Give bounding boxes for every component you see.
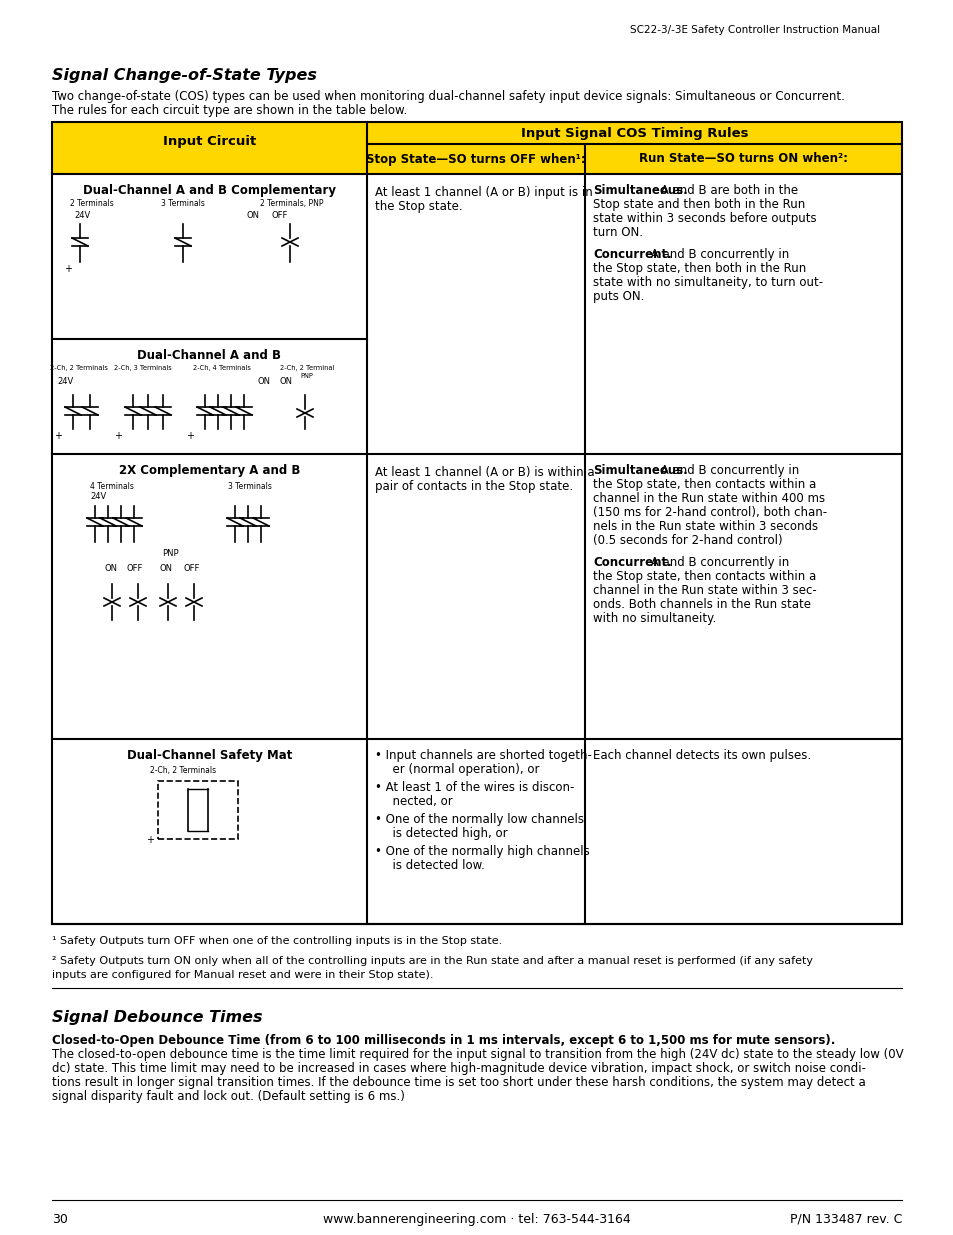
Bar: [52, 122, 901, 174]
Text: the Stop state, then contacts within a: the Stop state, then contacts within a: [593, 478, 816, 492]
Text: +: +: [64, 264, 71, 274]
Text: A and B concurrently in: A and B concurrently in: [646, 556, 788, 569]
Text: At least 1 channel (A or B) is within a: At least 1 channel (A or B) is within a: [375, 466, 594, 479]
Text: At least 1 channel (A or B) input is in: At least 1 channel (A or B) input is in: [375, 186, 592, 199]
Text: PNP: PNP: [300, 373, 314, 379]
Text: Simultaneous.: Simultaneous.: [593, 184, 687, 198]
Text: SC22-3/-3E Safety Controller Instruction Manual: SC22-3/-3E Safety Controller Instruction…: [629, 25, 880, 35]
Text: 24V: 24V: [57, 377, 73, 387]
Text: P/N 133487 rev. C: P/N 133487 rev. C: [789, 1213, 901, 1226]
Text: OFF: OFF: [184, 564, 200, 573]
Text: Each channel detects its own pulses.: Each channel detects its own pulses.: [593, 748, 810, 762]
Text: 2 Terminals, PNP: 2 Terminals, PNP: [260, 199, 323, 207]
Text: nels in the Run state within 3 seconds: nels in the Run state within 3 seconds: [593, 520, 818, 534]
Text: er (normal operation), or: er (normal operation), or: [385, 763, 539, 776]
Text: onds. Both channels in the Run state: onds. Both channels in the Run state: [593, 598, 810, 611]
Text: is detected high, or: is detected high, or: [385, 827, 507, 840]
Text: inputs are configured for Manual reset and were in their Stop state).: inputs are configured for Manual reset a…: [52, 969, 433, 981]
Text: 2X Complementary A and B: 2X Complementary A and B: [119, 464, 300, 477]
Text: 2-Ch, 2 Terminal: 2-Ch, 2 Terminal: [279, 366, 334, 370]
Text: OFF: OFF: [127, 564, 143, 573]
Text: state with no simultaneity, to turn out-: state with no simultaneity, to turn out-: [593, 275, 822, 289]
Text: A and B concurrently in: A and B concurrently in: [646, 248, 788, 261]
Text: dc) state. This time limit may need to be increased in cases where high-magnitud: dc) state. This time limit may need to b…: [52, 1062, 865, 1074]
Text: Simultaneous.: Simultaneous.: [593, 464, 687, 477]
Text: Two change-of-state (COS) types can be used when monitoring dual-channel safety : Two change-of-state (COS) types can be u…: [52, 90, 844, 103]
Text: ON: ON: [257, 377, 271, 387]
Text: 2-Ch, 2 Terminals: 2-Ch, 2 Terminals: [150, 766, 215, 776]
Text: puts ON.: puts ON.: [593, 290, 643, 303]
Text: 3 Terminals: 3 Terminals: [228, 482, 272, 492]
Text: Dual-Channel Safety Mat: Dual-Channel Safety Mat: [127, 748, 292, 762]
Text: (150 ms for 2-hand control), both chan-: (150 ms for 2-hand control), both chan-: [593, 506, 826, 519]
Text: Dual-Channel A and B Complementary: Dual-Channel A and B Complementary: [83, 184, 335, 198]
Text: • One of the normally low channels: • One of the normally low channels: [375, 813, 583, 826]
Text: 2 Terminals: 2 Terminals: [71, 199, 113, 207]
Text: The closed-to-open debounce time is the time limit required for the input signal: The closed-to-open debounce time is the …: [52, 1049, 902, 1061]
Text: tions result in longer signal transition times. If the debounce time is set too : tions result in longer signal transition…: [52, 1076, 864, 1089]
Text: Run State—SO turns ON when²:: Run State—SO turns ON when²:: [639, 152, 847, 165]
Text: signal disparity fault and lock out. (Default setting is 6 ms.): signal disparity fault and lock out. (De…: [52, 1091, 404, 1103]
Text: (0.5 seconds for 2-hand control): (0.5 seconds for 2-hand control): [593, 534, 781, 547]
Bar: [52, 174, 901, 924]
Text: pair of contacts in the Stop state.: pair of contacts in the Stop state.: [375, 480, 573, 493]
Text: Concurrent.: Concurrent.: [593, 556, 671, 569]
Text: OFF: OFF: [272, 211, 288, 220]
Text: ON: ON: [280, 377, 293, 387]
Text: Input Signal COS Timing Rules: Input Signal COS Timing Rules: [520, 126, 747, 140]
Text: Stop state and then both in the Run: Stop state and then both in the Run: [593, 198, 804, 211]
Text: www.bannerengineering.com · tel: 763-544-3164: www.bannerengineering.com · tel: 763-544…: [323, 1213, 630, 1226]
Text: Signal Debounce Times: Signal Debounce Times: [52, 1010, 262, 1025]
Text: turn ON.: turn ON.: [593, 226, 642, 240]
Text: nected, or: nected, or: [385, 795, 453, 808]
Text: the Stop state, then contacts within a: the Stop state, then contacts within a: [593, 571, 816, 583]
Text: +: +: [146, 835, 153, 845]
Bar: [52, 122, 901, 924]
Text: the Stop state, then both in the Run: the Stop state, then both in the Run: [593, 262, 805, 275]
Text: 2-Ch, 4 Terminals: 2-Ch, 4 Terminals: [193, 366, 251, 370]
Text: ON: ON: [160, 564, 172, 573]
Text: • Input channels are shorted togeth-: • Input channels are shorted togeth-: [375, 748, 591, 762]
Text: 3 Terminals: 3 Terminals: [161, 199, 205, 207]
Text: with no simultaneity.: with no simultaneity.: [593, 613, 716, 625]
Text: channel in the Run state within 3 sec-: channel in the Run state within 3 sec-: [593, 584, 816, 597]
Text: Signal Change-of-State Types: Signal Change-of-State Types: [52, 68, 316, 83]
Text: +: +: [186, 431, 193, 441]
Text: 24V: 24V: [90, 492, 106, 501]
Text: ¹ Safety Outputs turn OFF when one of the controlling inputs is in the Stop stat: ¹ Safety Outputs turn OFF when one of th…: [52, 936, 501, 946]
Text: 24V: 24V: [74, 211, 91, 220]
Text: • One of the normally high channels: • One of the normally high channels: [375, 845, 589, 858]
Text: 4 Terminals: 4 Terminals: [90, 482, 133, 492]
Text: PNP: PNP: [161, 550, 178, 558]
Text: ON: ON: [247, 211, 260, 220]
Text: 30: 30: [52, 1213, 68, 1226]
Bar: [158, 781, 237, 839]
Text: • At least 1 of the wires is discon-: • At least 1 of the wires is discon-: [375, 781, 574, 794]
Text: ² Safety Outputs turn ON only when all of the controlling inputs are in the Run : ² Safety Outputs turn ON only when all o…: [52, 956, 812, 966]
Text: ON: ON: [105, 564, 118, 573]
Text: The rules for each circuit type are shown in the table below.: The rules for each circuit type are show…: [52, 104, 407, 117]
Text: Concurrent.: Concurrent.: [593, 248, 671, 261]
Text: A and B concurrently in: A and B concurrently in: [657, 464, 799, 477]
Text: is detected low.: is detected low.: [385, 860, 484, 872]
Text: Stop State—SO turns OFF when¹:: Stop State—SO turns OFF when¹:: [366, 152, 585, 165]
Text: channel in the Run state within 400 ms: channel in the Run state within 400 ms: [593, 492, 824, 505]
Text: +: +: [54, 431, 62, 441]
Text: Dual-Channel A and B: Dual-Channel A and B: [137, 350, 281, 362]
Text: the Stop state.: the Stop state.: [375, 200, 462, 212]
Text: state within 3 seconds before outputs: state within 3 seconds before outputs: [593, 212, 816, 225]
Text: +: +: [113, 431, 122, 441]
Text: 2-Ch, 3 Terminals: 2-Ch, 3 Terminals: [114, 366, 172, 370]
Text: 2-Ch, 2 Terminals: 2-Ch, 2 Terminals: [50, 366, 108, 370]
Text: A and B are both in the: A and B are both in the: [657, 184, 798, 198]
Text: Closed-to-Open Debounce Time (from 6 to 100 milliseconds in 1 ms intervals, exce: Closed-to-Open Debounce Time (from 6 to …: [52, 1034, 835, 1047]
Text: Input Circuit: Input Circuit: [163, 136, 255, 148]
